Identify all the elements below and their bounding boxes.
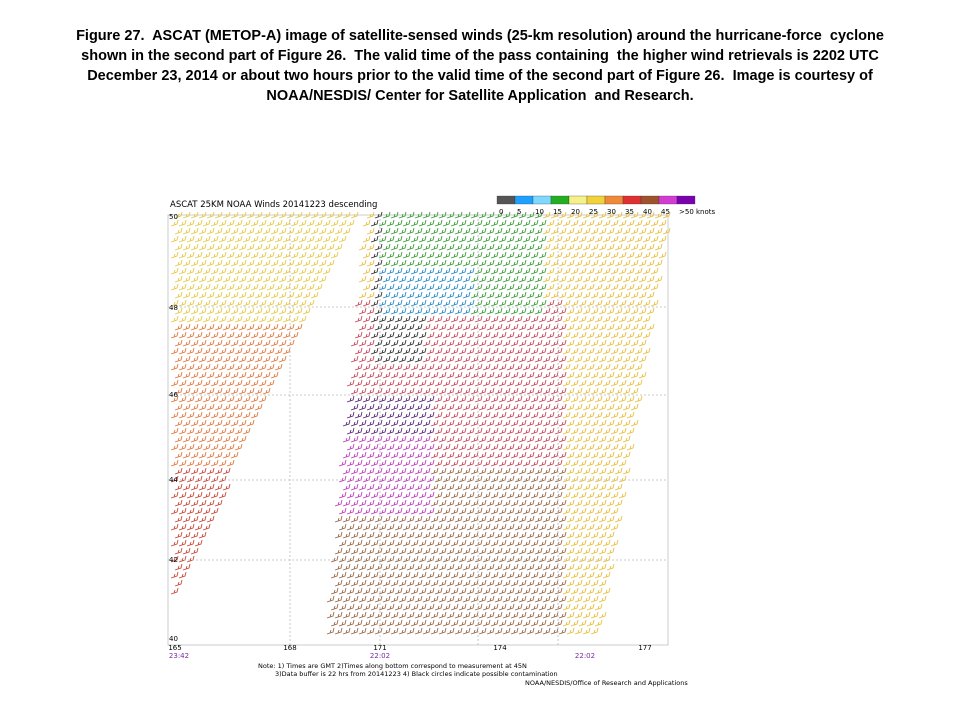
color-legend: 0 5 10 15 20 25 30 35 40 45 >50 knots	[496, 195, 716, 216]
time-labels: 23:42 22:02 22:02	[169, 652, 595, 660]
legend-label: 25	[589, 208, 598, 216]
time-label: 23:42	[169, 652, 189, 660]
barb-group	[378, 267, 475, 315]
map-frame	[167, 214, 669, 646]
time-label: 22:02	[370, 652, 390, 660]
caption-line: shown in the second part of Figure 26. T…	[81, 48, 879, 64]
barb-group	[334, 435, 435, 515]
barb-group	[170, 211, 359, 323]
lat-label: 42	[169, 556, 178, 564]
lat-label: 50	[169, 213, 178, 221]
legend-swatch	[586, 195, 606, 205]
barb-group	[342, 395, 435, 435]
legend-swatch	[640, 195, 660, 205]
legend-swatch	[622, 195, 642, 205]
legend-label: 0	[499, 208, 503, 216]
legend-swatch	[532, 195, 552, 205]
notes: Note: 1) Times are GMT 2)Times along bot…	[258, 662, 688, 687]
time-label: 22:02	[575, 652, 595, 660]
legend-swatch	[604, 195, 624, 205]
legend-label: 40	[643, 208, 652, 216]
legend-label: 35	[625, 208, 634, 216]
legend-swatch	[496, 195, 516, 205]
barb-group	[346, 299, 567, 467]
legend-swatch	[676, 195, 696, 205]
legend-label: 15	[553, 208, 562, 216]
note: 3)Data buffer is 22 hrs from 20141223 4)…	[275, 670, 558, 678]
wind-barbs	[170, 211, 671, 635]
legend-label: >50 knots	[679, 208, 716, 216]
legend-label: 30	[607, 208, 616, 216]
barb-group	[358, 211, 671, 635]
lat-label: 44	[169, 476, 178, 484]
legend-label: 45	[661, 208, 670, 216]
lon-label: 171	[373, 644, 386, 652]
caption-line: NOAA/NESDIS/ Center for Satellite Applic…	[266, 88, 694, 104]
barb-group	[378, 211, 547, 315]
lat-label: 46	[169, 391, 178, 399]
legend-label: 20	[571, 208, 580, 216]
legend-swatch	[514, 195, 534, 205]
lat-label: 48	[169, 304, 178, 312]
legend-label: 5	[517, 208, 521, 216]
caption-line: December 23, 2014 or about two hours pri…	[87, 68, 873, 84]
barb-group	[170, 323, 303, 467]
legend-swatch	[658, 195, 678, 205]
graticule	[168, 215, 668, 645]
legend-swatch	[568, 195, 588, 205]
barb-group	[370, 211, 427, 363]
lat-labels: 50 48 46 44 42 40	[169, 213, 178, 643]
lon-label: 165	[168, 644, 181, 652]
lon-label: 168	[283, 644, 296, 652]
legend-swatch	[550, 195, 570, 205]
legend-label: 10	[535, 208, 544, 216]
barb-group	[326, 467, 567, 635]
lon-label: 174	[493, 644, 507, 652]
lon-label: 177	[638, 644, 651, 652]
lon-labels: 165 168 171 174 177	[168, 644, 651, 652]
map-title: ASCAT 25KM NOAA Winds 20141223 descendin…	[170, 200, 377, 210]
note: Note: 1) Times are GMT 2)Times along bot…	[258, 662, 527, 670]
caption-line: Figure 27. ASCAT (METOP-A) image of sate…	[76, 28, 884, 44]
note: NOAA/NESDIS/Office of Research and Appli…	[525, 679, 688, 687]
lat-label: 40	[169, 635, 178, 643]
